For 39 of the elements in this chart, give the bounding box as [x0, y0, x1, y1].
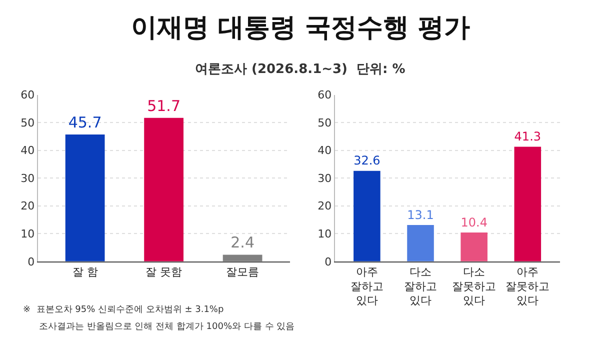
- data-label: 51.7: [147, 96, 181, 115]
- y-tick-label: 40: [318, 144, 332, 158]
- bar: [144, 118, 184, 262]
- bar: [460, 232, 488, 262]
- y-tick-label: 50: [318, 116, 332, 130]
- bar: [65, 134, 105, 262]
- y-tick-label: 30: [318, 172, 332, 185]
- bar: [222, 254, 262, 262]
- data-label: 45.7: [68, 114, 102, 132]
- x-tick-label: 다소 잘하고 있다: [404, 266, 438, 308]
- x-tick-label: 아주 잘못하고 있다: [506, 266, 550, 308]
- data-label: 10.4: [460, 215, 488, 230]
- y-tick-label: 40: [20, 144, 35, 158]
- chart-subtitle: 여론조사 (2026.8.1~3) 단위: %: [195, 62, 406, 77]
- y-tick-label: 20: [20, 200, 35, 213]
- y-tick-label: 0: [28, 255, 35, 268]
- y-tick-label: 50: [20, 116, 35, 130]
- bar: [407, 225, 434, 262]
- y-tick-label: 10: [20, 227, 35, 240]
- x-tick-label: 잘 못함: [146, 266, 182, 279]
- x-tick-label: 아주 잘하고 있다: [350, 266, 384, 308]
- x-tick-label: 잘모름: [226, 266, 260, 279]
- x-tick-label: 잘 함: [72, 266, 98, 279]
- x-tick-label: 다소 잘못하고 있다: [452, 266, 496, 308]
- y-tick-label: 30: [20, 172, 35, 185]
- y-tick-label: 20: [318, 200, 332, 213]
- data-label: 13.1: [407, 208, 434, 222]
- bar: [354, 170, 380, 262]
- text: ※ 표본오차 95% 신뢰수준에 오차범위 ± 3.1%p: [23, 305, 224, 315]
- y-tick-label: 60: [318, 88, 332, 102]
- data-label: 41.3: [514, 130, 542, 144]
- data-label: 32.6: [354, 154, 380, 168]
- y-tick-label: 0: [324, 255, 332, 268]
- chart-title: 이재명 대통령 국정수행 평가: [131, 13, 470, 43]
- text: 조사결과는 반올림으로 인해 전체 합계가 100%와 다를 수 있음: [39, 322, 295, 332]
- y-tick-label: 60: [20, 88, 35, 102]
- y-tick-label: 10: [318, 227, 332, 240]
- data-label: 2.4: [230, 234, 254, 252]
- bar: [514, 146, 542, 262]
